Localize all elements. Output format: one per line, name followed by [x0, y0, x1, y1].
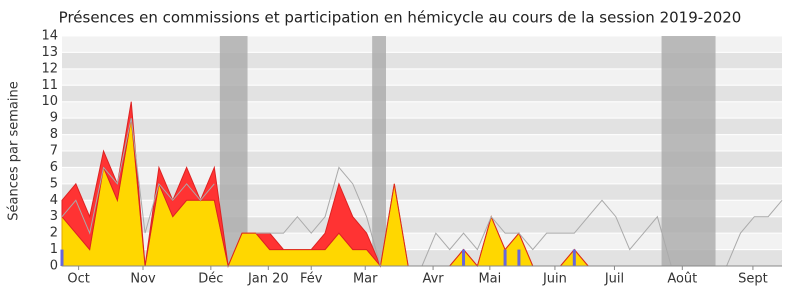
x-tick-label: Sept [738, 272, 768, 287]
x-tick-label: Août [667, 272, 697, 287]
x-tick-label: Juil [604, 272, 624, 287]
y-tick-label: 12 [41, 61, 58, 76]
vacation-band [219, 36, 248, 266]
x-tick-label: Mar [353, 272, 378, 287]
chart-title: Présences en commissions et participatio… [59, 9, 742, 27]
y-tick-label: 10 [41, 94, 58, 109]
x-tick-label: Nov [130, 272, 156, 287]
y-tick-label: 11 [41, 78, 58, 93]
vacation-band [661, 36, 716, 266]
bar [462, 249, 466, 266]
x-tick-label: Mai [478, 272, 501, 287]
y-axis-label: Séances par semaine [7, 81, 22, 220]
vacation-band [372, 36, 386, 266]
y-tick-label: 7 [50, 144, 58, 159]
y-tick-label: 6 [50, 160, 58, 175]
x-tick-label: Oct [67, 272, 89, 287]
x-tick-label: Avr [422, 272, 444, 287]
bar [572, 249, 576, 266]
y-tick-label: 1 [50, 242, 58, 257]
y-tick-label: 5 [50, 176, 58, 191]
x-tick-label: Jan 20 [247, 272, 289, 287]
y-tick-label: 14 [41, 29, 58, 44]
y-tick-label: 8 [50, 127, 58, 142]
bar [60, 249, 64, 266]
bar [517, 249, 521, 266]
y-tick-label: 13 [41, 45, 58, 60]
y-tick-label: 2 [50, 226, 58, 241]
y-tick-label: 9 [50, 111, 58, 126]
y-tick-label: 0 [50, 259, 58, 274]
line [255, 166, 381, 267]
bar [503, 249, 507, 266]
line [61, 118, 215, 235]
x-tick-label: Déc [198, 272, 223, 287]
y-tick-label: 4 [50, 193, 58, 208]
x-tick-label: Juin [542, 272, 567, 287]
x-tick-label: Fév [300, 272, 323, 287]
y-tick-label: 3 [50, 209, 58, 224]
